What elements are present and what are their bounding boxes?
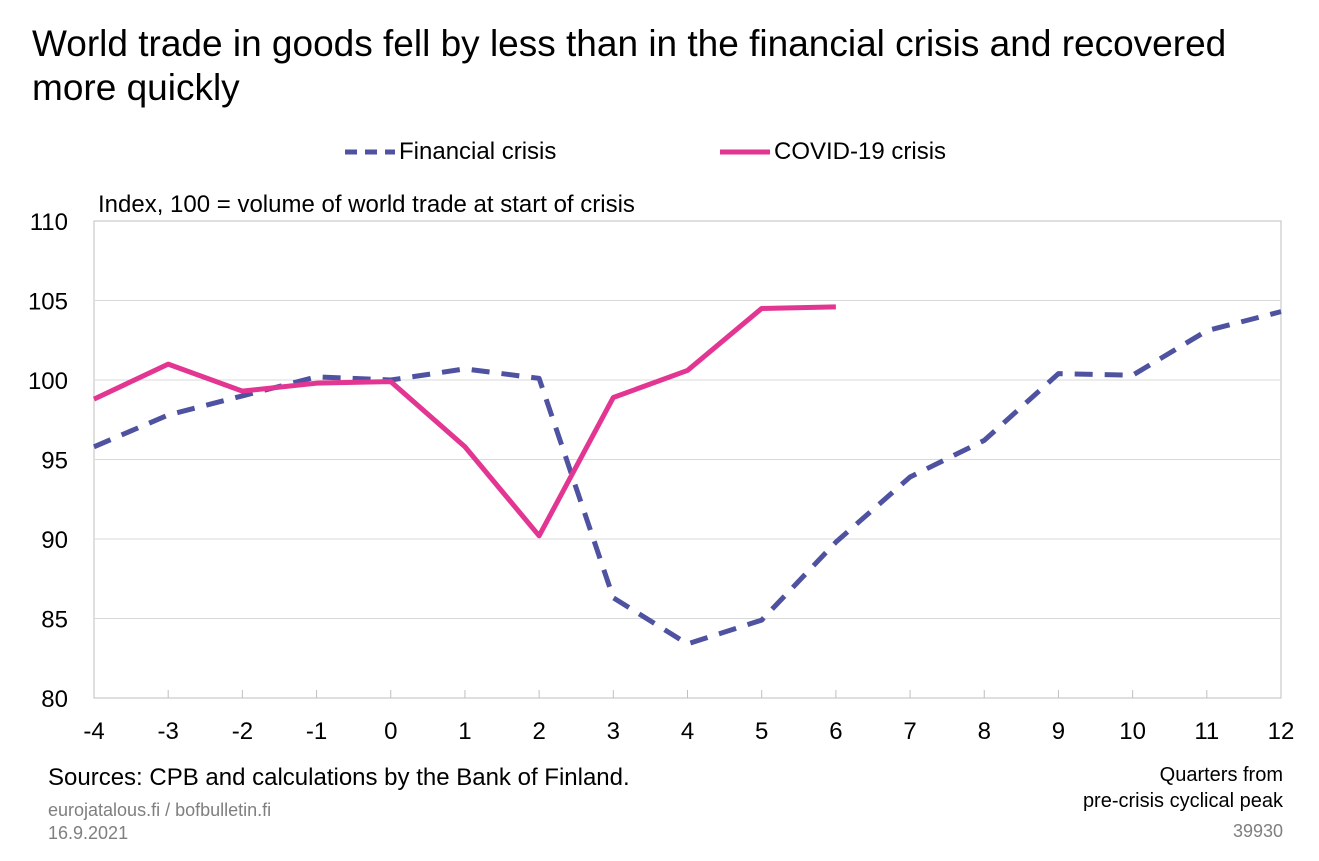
x-tick-label: 8	[978, 718, 991, 745]
x-tick-label: 1	[458, 718, 471, 745]
y-axis-tick-labels: 80 85 90 95 100 105 110	[28, 209, 68, 713]
site-credit: eurojatalous.fi / bofbulletin.fi	[48, 800, 272, 820]
x-tick-label: 5	[755, 718, 768, 745]
publication-date: 16.9.2021	[48, 823, 129, 843]
series-line-financial-crisis	[93, 309, 1282, 647]
y-tick-label: 80	[41, 686, 68, 713]
y-tick-label: 95	[41, 448, 68, 475]
x-tick-label: 12	[1268, 718, 1295, 745]
x-tick-label: -2	[232, 718, 253, 745]
y-tick-label: 110	[30, 209, 68, 236]
series-lines	[92, 304, 1282, 647]
y-tick-label: 105	[28, 289, 68, 316]
x-tick-label: 7	[903, 718, 916, 745]
x-tick-label: -4	[83, 718, 104, 745]
legend-label-financial-crisis: Financial crisis	[399, 138, 557, 165]
chart-title: World trade in goods fell by less than i…	[32, 23, 1227, 108]
x-axis-label-line-1: Quarters from	[1159, 764, 1283, 786]
x-tick-label: 6	[829, 718, 842, 745]
y-tick-label: 100	[28, 368, 68, 395]
x-axis-tick-labels: -4 -3 -2 -1 0 1 2 3 4 5 6 7 8 9 10 11 12	[83, 690, 1294, 745]
x-tick-label: 9	[1052, 718, 1065, 745]
x-tick-label: 3	[607, 718, 620, 745]
legend-swatch-covid-crisis	[720, 149, 770, 155]
x-tick-label: 0	[384, 718, 397, 745]
x-tick-label: 10	[1119, 718, 1146, 745]
legend: Financial crisis COVID-19 crisis	[0, 136, 1319, 168]
x-tick-label: -1	[306, 718, 327, 745]
y-tick-label: 85	[41, 607, 68, 634]
legend-item-covid-crisis: COVID-19 crisis	[720, 136, 946, 168]
x-tick-label: 2	[532, 718, 545, 745]
sources-note: Sources: CPB and calculations by the Ban…	[48, 764, 630, 791]
gridlines	[94, 300, 1281, 619]
y-tick-label: 90	[41, 527, 68, 554]
x-axis-label-line-2: pre-crisis cyclical peak	[1082, 790, 1283, 812]
x-tick-label: 11	[1194, 718, 1219, 745]
x-tick-label: -3	[158, 718, 179, 745]
legend-label-covid-crisis: COVID-19 crisis	[774, 138, 947, 165]
series-line-covid-crisis	[92, 304, 836, 539]
chart-code: 39930	[1232, 821, 1283, 841]
x-axis-label: Quarters from pre-crisis cyclical peak	[1083, 762, 1283, 814]
x-tick-label: 4	[681, 718, 694, 745]
y-axis-label: Index, 100 = volume of world trade at st…	[98, 191, 635, 218]
legend-item-financial-crisis: Financial crisis	[343, 136, 556, 168]
legend-swatch-financial-crisis	[345, 149, 395, 155]
